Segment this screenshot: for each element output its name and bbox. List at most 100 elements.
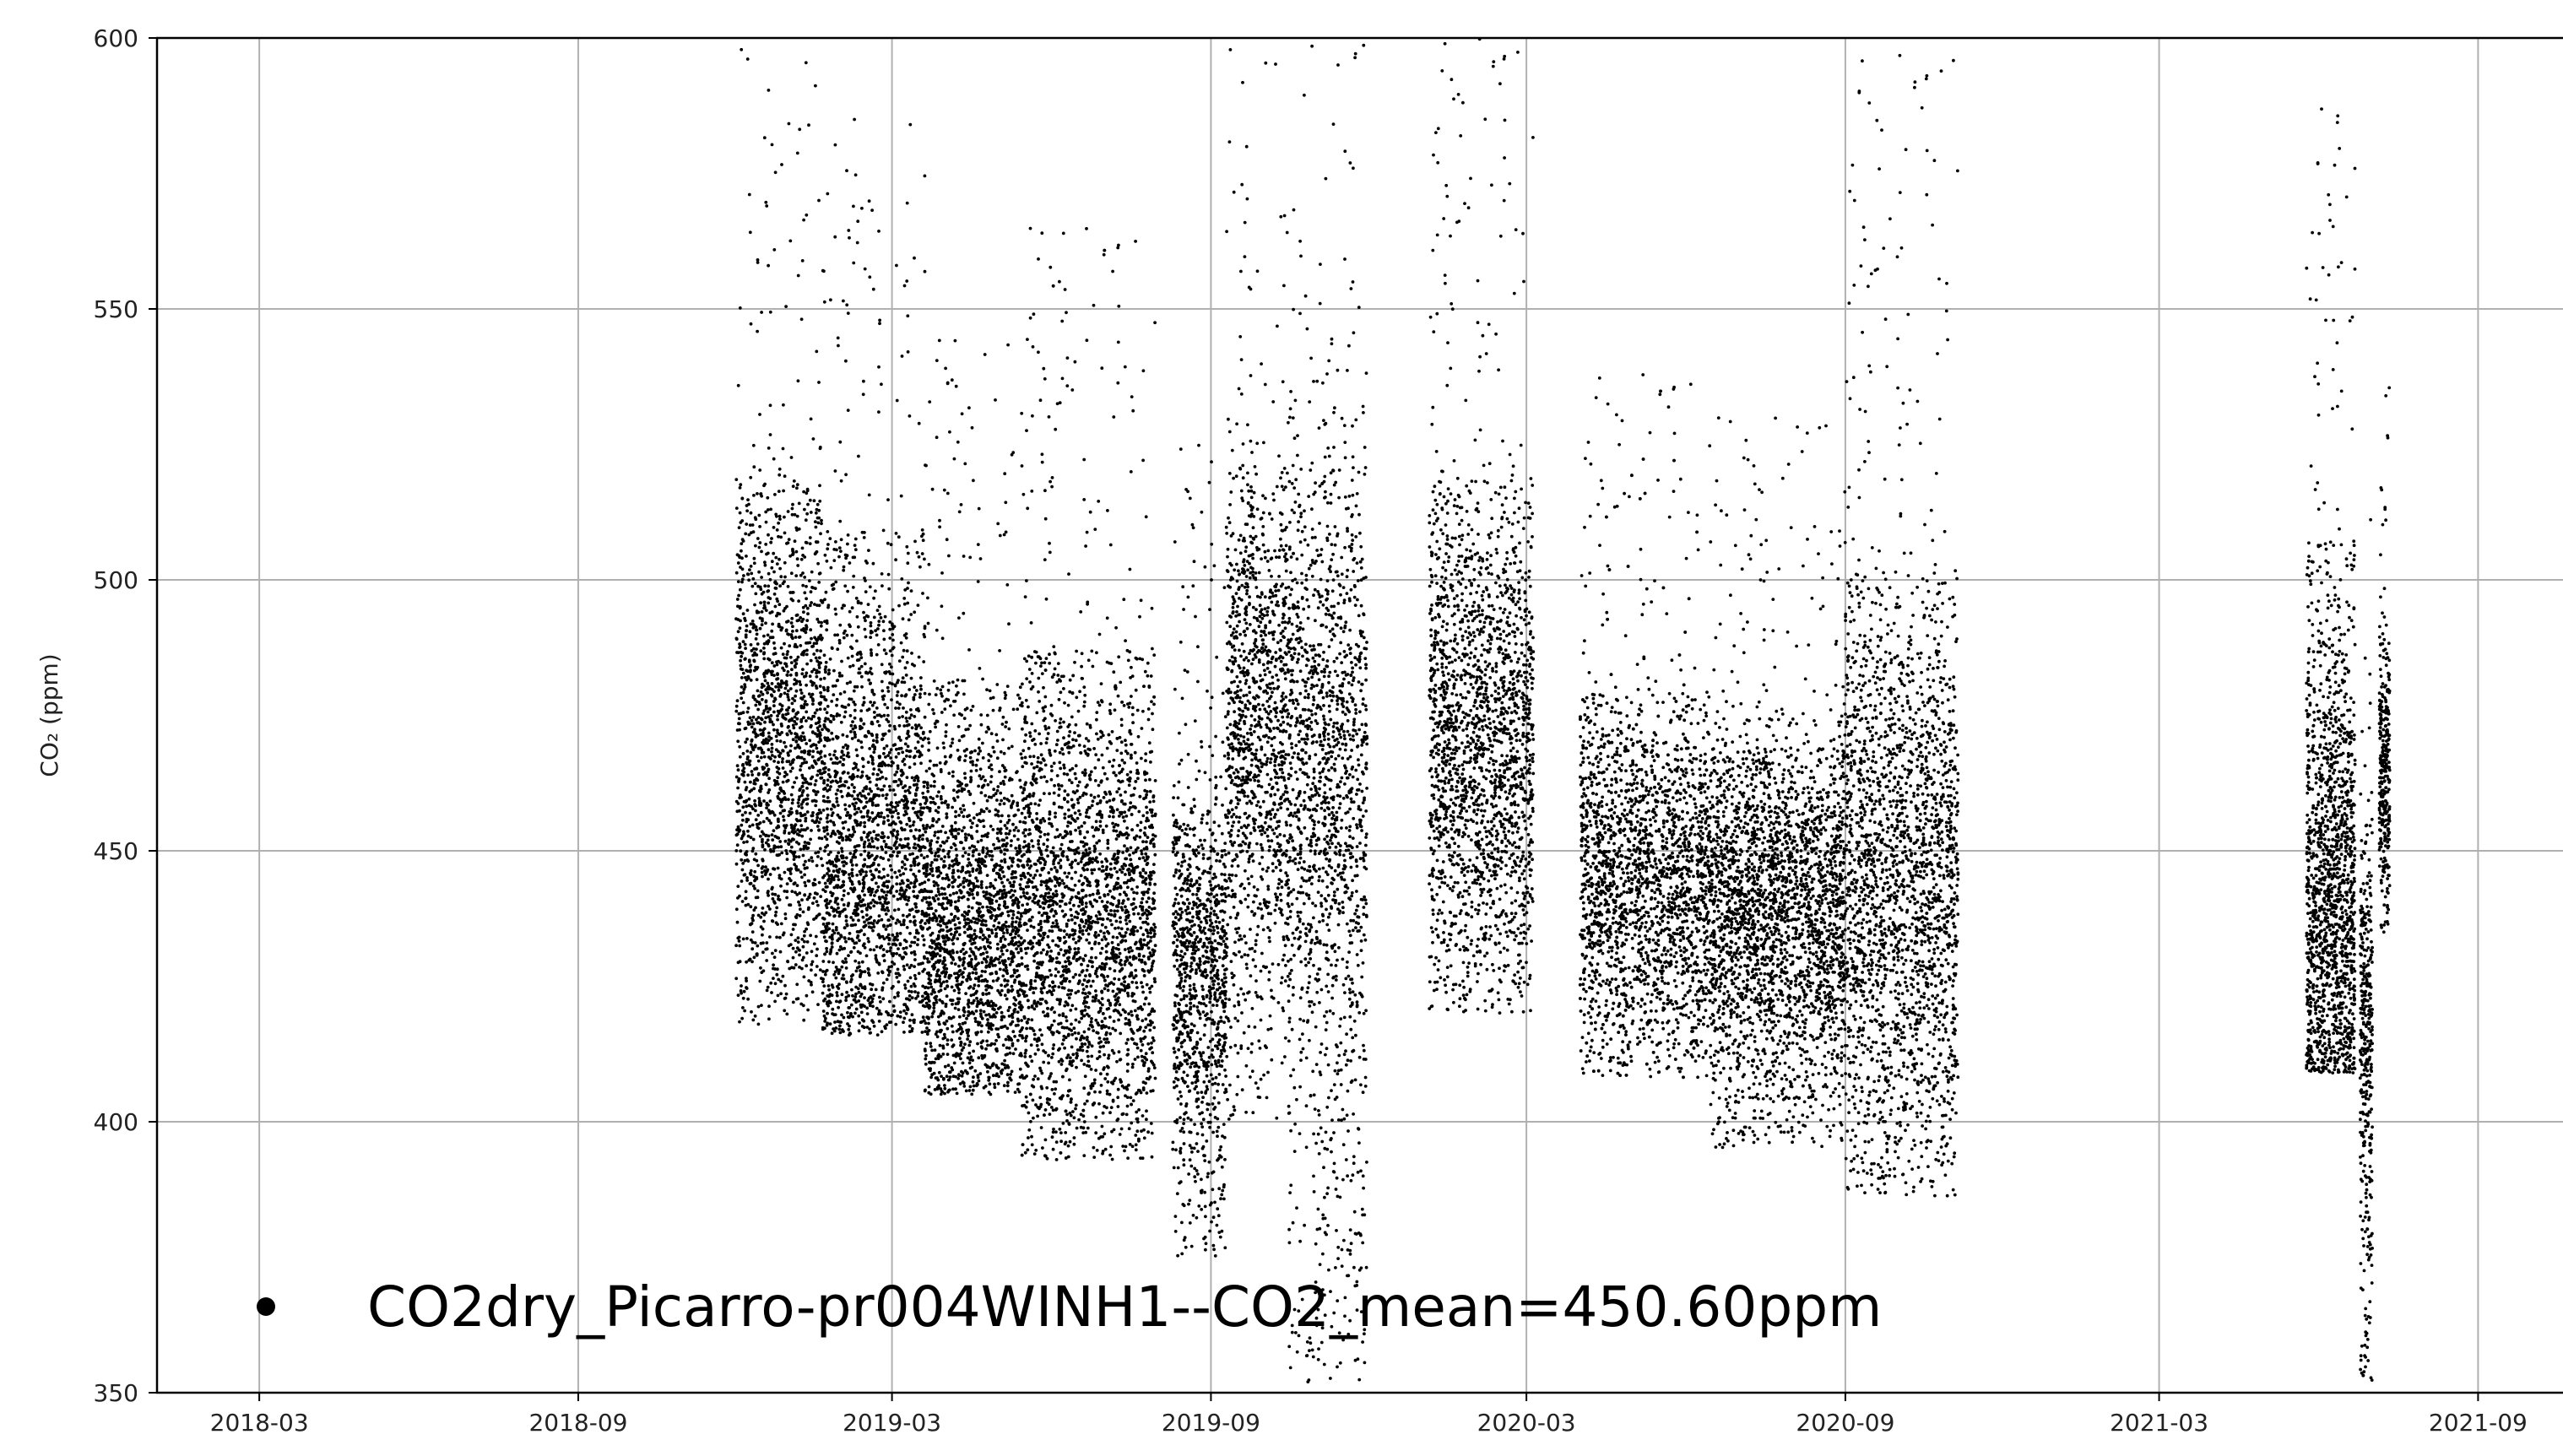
data-point (791, 630, 794, 633)
data-point (936, 836, 940, 840)
data-point (827, 869, 831, 873)
data-point (746, 997, 750, 1001)
data-point (803, 738, 807, 742)
data-point (1016, 829, 1021, 833)
data-point (740, 538, 745, 541)
data-point (1004, 920, 1008, 924)
data-point (850, 868, 854, 872)
data-point (801, 605, 805, 609)
data-point (861, 915, 865, 919)
data-point (903, 588, 908, 592)
data-point (818, 751, 822, 755)
data-point (882, 784, 886, 788)
data-point (787, 798, 790, 801)
data-point (897, 659, 902, 663)
data-point (752, 556, 756, 560)
data-point (816, 659, 819, 663)
data-point (893, 684, 897, 688)
data-point (990, 931, 994, 935)
data-point (874, 804, 878, 808)
data-point (767, 904, 770, 908)
data-point (799, 317, 804, 322)
data-point (1000, 1018, 1004, 1022)
data-point (821, 923, 826, 926)
data-point (920, 1031, 924, 1034)
data-point (799, 787, 802, 791)
data-point (844, 915, 848, 919)
data-point (754, 809, 757, 813)
data-point (877, 604, 881, 609)
data-point (848, 680, 852, 685)
data-point (1018, 778, 1022, 782)
data-point (827, 994, 831, 999)
data-point (768, 577, 772, 582)
data-point (1003, 824, 1007, 827)
data-point (757, 570, 761, 574)
data-point (758, 468, 762, 472)
data-point (851, 727, 855, 731)
data-point (908, 688, 912, 691)
data-point (870, 761, 875, 765)
data-point (797, 833, 801, 837)
data-point (761, 874, 764, 879)
data-point (814, 799, 818, 804)
data-point (819, 895, 823, 898)
data-point (930, 1015, 934, 1019)
data-point (735, 832, 740, 836)
data-point (895, 263, 898, 268)
data-point (743, 873, 747, 877)
data-point (864, 785, 869, 788)
data-point (968, 819, 973, 822)
data-point (783, 912, 788, 916)
data-point (870, 801, 875, 805)
data-point (924, 986, 927, 989)
data-point (811, 901, 815, 905)
data-point (935, 820, 939, 824)
data-point (967, 1034, 970, 1038)
data-point (919, 761, 923, 766)
data-point (877, 1010, 881, 1015)
data-point (858, 1021, 861, 1025)
data-point (956, 831, 961, 836)
data-point (1007, 746, 1011, 750)
data-point (975, 824, 979, 828)
data-point (847, 828, 851, 832)
data-point (953, 900, 957, 904)
data-point (913, 693, 917, 696)
data-point (895, 836, 899, 841)
data-point (1007, 778, 1011, 782)
data-point (768, 597, 772, 600)
data-point (817, 828, 821, 832)
data-point (909, 708, 913, 712)
data-point (848, 876, 852, 880)
data-point (780, 707, 783, 712)
data-point (905, 201, 909, 205)
data-point (897, 800, 902, 804)
data-point (767, 533, 770, 537)
data-point (825, 911, 829, 915)
data-point (837, 344, 840, 348)
data-point (933, 1048, 937, 1052)
data-point (757, 797, 761, 800)
data-point (833, 143, 837, 147)
data-point (837, 1027, 842, 1031)
data-point (788, 749, 793, 753)
data-point (968, 1040, 973, 1044)
data-point (859, 872, 863, 876)
data-point (783, 531, 787, 535)
data-point (962, 975, 965, 979)
data-point (994, 733, 999, 737)
data-point (778, 935, 782, 939)
data-point (826, 796, 830, 799)
data-point (888, 999, 891, 1004)
data-point (875, 945, 879, 949)
data-point (816, 850, 821, 854)
data-point (773, 493, 777, 496)
data-point (852, 700, 856, 704)
data-point (825, 898, 829, 902)
data-point (842, 856, 845, 860)
data-point (927, 1021, 930, 1026)
data-point (849, 645, 853, 649)
data-point (999, 937, 1003, 940)
data-point (740, 654, 743, 658)
